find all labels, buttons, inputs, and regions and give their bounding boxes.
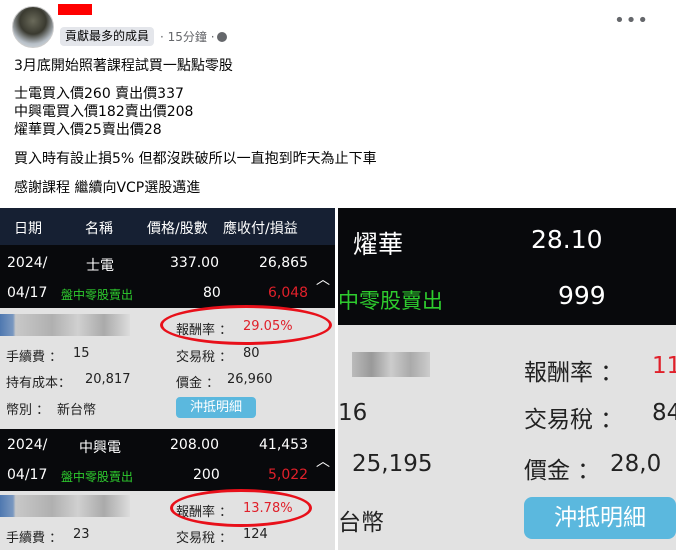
redacted-account [0, 495, 130, 517]
col-price: 價格/股數 [147, 221, 208, 237]
col-amount: 應收付/損益 [223, 221, 298, 237]
author-badge[interactable]: 貢獻最多的成員 [60, 27, 155, 46]
table-row[interactable]: 2024/ 中興電 208.00 41,453 04/17 盤中零股賣出 200… [0, 429, 335, 491]
shares: 80 [203, 285, 221, 301]
currency: 台幣 [338, 510, 384, 536]
trade-screenshot-right[interactable]: 燿華 28.10 中零股賣出 999 報酬率 ： 11 16 交易稅 ： 84 … [338, 208, 676, 550]
trade-detail: 報酬率 ： 13.78% 手續費 ： 23 交易稅 ： 124 [0, 489, 335, 550]
price: 337.00 [170, 255, 219, 271]
shares: 200 [193, 467, 220, 483]
redacted-account [352, 352, 430, 377]
fee: 15 [73, 346, 90, 361]
col-date: 日期 [14, 221, 42, 237]
cost: 25,195 [352, 451, 433, 477]
table-row[interactable]: 燿華 28.10 中零股賣出 999 [338, 208, 676, 325]
table-row[interactable]: 2024/ 士電 337.00 26,865 04/17 盤中零股賣出 80 6… [0, 245, 335, 308]
currency-label: 幣別 ： [6, 403, 50, 418]
fee-label: 手續費 ： [6, 350, 63, 365]
col-name: 名稱 [85, 221, 113, 237]
offset-detail-button[interactable]: 沖抵明細 [524, 497, 676, 539]
avatar[interactable] [12, 6, 54, 48]
tax: 124 [243, 527, 268, 542]
trade-detail: 報酬率 ： 11 16 交易稅 ： 84 25,195 價金 ： 28,0 台幣… [338, 325, 676, 550]
chevron-up-icon[interactable]: ︿ [316, 454, 330, 470]
fee-label: 手續費 ： [6, 531, 63, 546]
post-line: 中興電買入價182賣出價208 [14, 104, 194, 120]
value: 28,0 [610, 451, 662, 477]
roi-label: 報酬率 ： [524, 360, 624, 386]
currency: 新台幣 [57, 403, 97, 418]
tax-label: 交易稅 ： [176, 350, 233, 365]
tax: 84 [652, 400, 676, 426]
post-line: 感謝課程 繼續向VCP選股邁進 [14, 180, 201, 196]
amount: 26,865 [259, 255, 308, 271]
pnl: 6,048 [268, 285, 309, 301]
trade-type: 盤中零股賣出 [61, 470, 134, 484]
highlight-circle [170, 489, 312, 527]
date: 2024/ [7, 437, 48, 453]
value: 26,960 [227, 372, 273, 387]
post-line: 燿華買入價25賣出價28 [14, 122, 162, 138]
price: 28.10 [531, 225, 603, 254]
trade-type: 中零股賣出 [338, 289, 443, 313]
date: 04/17 [7, 467, 48, 483]
redacted-account [0, 314, 130, 336]
cost: 20,817 [85, 372, 131, 387]
price: 208.00 [170, 437, 219, 453]
fee: 16 [338, 400, 368, 426]
pnl: 5,022 [268, 467, 309, 483]
post-time[interactable]: · 15分鐘 · [160, 30, 215, 44]
trade-type: 盤中零股賣出 [61, 288, 134, 302]
value-label: 價金 ： [524, 458, 601, 484]
cost-label: 持有成本： [6, 376, 72, 391]
stock-name: 燿華 [353, 230, 404, 259]
roi-value: 11 [652, 353, 676, 379]
tax: 80 [243, 346, 260, 361]
stock-name: 中興電 [79, 440, 121, 456]
stock-name: 士電 [86, 258, 114, 274]
author-name-redacted [58, 4, 92, 15]
amount: 41,453 [259, 437, 308, 453]
date: 2024/ [7, 255, 48, 271]
fee: 23 [73, 527, 90, 542]
offset-detail-button[interactable]: 沖抵明細 [176, 397, 256, 418]
ellipsis-icon[interactable]: ••• [614, 10, 649, 31]
group-icon [216, 32, 227, 42]
trade-screenshot-left[interactable]: 日期 名稱 價格/股數 應收付/損益 2024/ 士電 337.00 26,86… [0, 208, 335, 550]
chevron-up-icon[interactable]: ︿ [316, 272, 330, 288]
shares: 999 [558, 281, 606, 310]
tax-label: 交易稅 ： [524, 407, 624, 433]
tax-label: 交易稅 ： [176, 531, 233, 546]
table-header: 日期 名稱 價格/股數 應收付/損益 [0, 208, 335, 245]
post-line: 3月底開始照著課程試買一點點零股 [14, 58, 233, 74]
value-label: 價金 ： [176, 376, 220, 391]
post-line: 買入時有設止損5% 但都沒跌破所以一直抱到昨天為止下車 [14, 151, 377, 167]
post-meta: · 15分鐘 · [160, 28, 227, 46]
date: 04/17 [7, 285, 48, 301]
trade-detail: 報酬率 ： 29.05% 手續費 ： 15 交易稅 ： 80 持有成本： 20,… [0, 305, 335, 425]
post-line: 士電買入價260 賣出價337 [14, 86, 184, 102]
highlight-circle [160, 305, 332, 345]
